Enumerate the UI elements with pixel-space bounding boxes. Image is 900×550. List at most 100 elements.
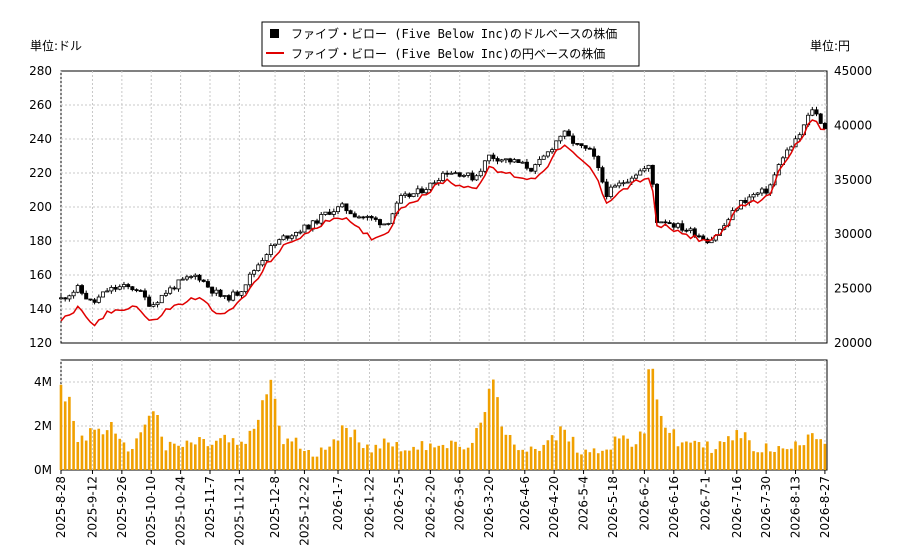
volume-bar xyxy=(634,444,638,470)
usd-candle xyxy=(638,170,643,176)
legend: ファイブ・ビロー (Five Below Inc)のドルベースの株価 ファイブ・… xyxy=(261,21,640,67)
usd-candle xyxy=(529,167,534,172)
volume-bar xyxy=(592,448,596,470)
volume-bar xyxy=(147,415,151,470)
usd-candle xyxy=(151,304,156,307)
volume-bar xyxy=(806,434,810,470)
usd-candle xyxy=(168,287,173,294)
volume-bar xyxy=(701,447,705,470)
usd-candle xyxy=(600,167,605,183)
volume-bar xyxy=(223,434,226,470)
usd-candle xyxy=(696,235,701,238)
usd-candle xyxy=(432,182,437,185)
volume-bar xyxy=(340,425,344,470)
usd-candle xyxy=(814,109,819,115)
legend-jpy-label: ファイブ・ビロー (Five Below Inc)の円ベースの株価 xyxy=(291,46,605,61)
usd-candle xyxy=(84,292,89,300)
x-tick-label: 2026-1-22 xyxy=(362,476,376,538)
volume-bar xyxy=(273,398,277,470)
usd-candle xyxy=(100,291,105,298)
usd-candle xyxy=(575,143,580,145)
usd-candle xyxy=(172,287,177,290)
volume-bar xyxy=(366,444,369,470)
volume-bar xyxy=(198,437,201,470)
x-tick-label: 2025-11-7 xyxy=(203,476,217,538)
usd-candle xyxy=(764,188,769,194)
price-panel xyxy=(60,70,828,344)
volume-bar xyxy=(752,451,755,470)
volume-bar xyxy=(311,456,315,470)
x-tick-label: 2025-12-22 xyxy=(297,476,311,546)
volume-bar xyxy=(622,435,625,470)
volume-bar xyxy=(550,435,554,470)
x-tick-label: 2026-4-6 xyxy=(518,476,532,530)
volume-bar xyxy=(739,438,743,470)
volume-bar xyxy=(580,454,583,470)
volume-bar xyxy=(361,448,365,470)
usd-candle xyxy=(193,274,198,277)
x-tick-label: 2025-8-28 xyxy=(54,476,68,538)
usd-candle xyxy=(105,290,110,293)
usd-candle xyxy=(96,296,101,303)
volume-bar xyxy=(72,420,75,470)
usd-candle xyxy=(541,155,546,160)
volume-grid xyxy=(60,360,827,474)
usd-candle xyxy=(583,145,588,149)
usd-candle xyxy=(176,279,181,290)
usd-candle xyxy=(810,109,815,116)
jpy-price-line xyxy=(60,119,825,327)
volume-bar xyxy=(114,433,117,470)
usd-candle xyxy=(277,239,282,245)
usd-candle xyxy=(264,254,269,261)
volume-bar xyxy=(697,442,701,470)
volume-bar xyxy=(353,429,357,470)
volume-bar xyxy=(680,442,684,470)
volume-bar xyxy=(500,426,504,470)
y-left-tick-label: 120 xyxy=(29,336,52,350)
usd-candle xyxy=(759,188,764,194)
usd-candle xyxy=(482,160,487,172)
y-right-tick-label: 45000 xyxy=(834,64,872,78)
usd-candle xyxy=(503,158,508,161)
usd-candle xyxy=(495,158,500,162)
usd-price-series xyxy=(59,106,827,308)
volume-bar xyxy=(479,422,483,470)
usd-candle xyxy=(63,297,68,300)
usd-candle xyxy=(302,224,307,233)
usd-candle xyxy=(184,276,189,280)
volume-bar xyxy=(164,450,168,470)
volume-bar xyxy=(504,434,508,470)
volume-bar xyxy=(177,445,180,470)
price-grid xyxy=(60,71,827,343)
volume-bar xyxy=(458,446,462,470)
volume-bar xyxy=(445,448,449,470)
usd-candle xyxy=(554,140,559,151)
usd-candle xyxy=(667,222,672,225)
volume-bar xyxy=(282,444,285,470)
volume-bar xyxy=(575,452,579,470)
volume-bar xyxy=(794,441,797,470)
usd-candle xyxy=(415,188,420,195)
y-right-tick-label: 25000 xyxy=(834,282,872,296)
usd-candle xyxy=(650,164,655,185)
volume-bar xyxy=(475,428,478,470)
usd-candle xyxy=(596,155,601,169)
y-left-tick-label: 140 xyxy=(29,302,52,316)
volume-bar xyxy=(613,436,617,470)
volume-bar xyxy=(781,448,785,470)
usd-candle xyxy=(663,221,668,224)
volume-bar xyxy=(546,440,550,470)
usd-candle xyxy=(785,149,790,159)
volume-bar xyxy=(319,447,323,470)
volume-bar xyxy=(227,442,231,470)
x-tick-label: 2025-11-21 xyxy=(232,476,246,546)
usd-candle xyxy=(197,274,202,281)
usd-candle xyxy=(613,185,618,188)
usd-candle xyxy=(243,284,248,293)
volume-bar xyxy=(202,439,206,470)
usd-candle xyxy=(285,235,290,239)
volume-bar xyxy=(252,428,256,470)
usd-candle xyxy=(579,143,584,146)
volume-bar xyxy=(416,449,420,470)
